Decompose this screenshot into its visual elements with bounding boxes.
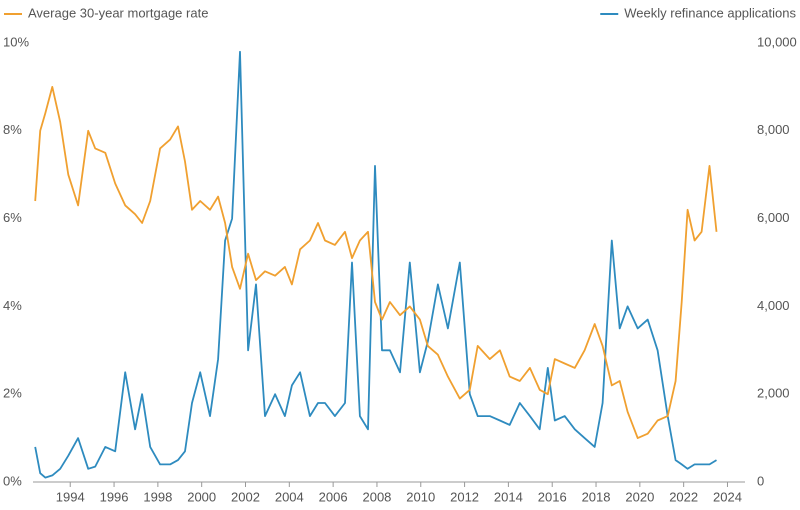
x-tick-label: 2014 bbox=[494, 489, 523, 504]
x-tick-label: 1998 bbox=[143, 489, 172, 504]
series-line bbox=[34, 50, 717, 479]
x-tick-label: 1996 bbox=[100, 489, 129, 504]
x-tick-label: 2016 bbox=[538, 489, 567, 504]
x-tick-label: 2006 bbox=[319, 489, 348, 504]
x-tick-label: 2022 bbox=[669, 489, 698, 504]
legend-label: Weekly refinance applications bbox=[624, 5, 796, 20]
x-tick-label: 2020 bbox=[625, 489, 654, 504]
y-tick-label: 2% bbox=[3, 386, 22, 401]
x-tick-label: 2008 bbox=[362, 489, 391, 504]
y-tick-label: 6% bbox=[3, 210, 22, 225]
y-tick-label: 0% bbox=[3, 473, 22, 488]
y2-tick-label: 8,000 bbox=[757, 122, 790, 137]
y2-tick-label: 2,000 bbox=[757, 386, 790, 401]
x-tick-label: 2002 bbox=[231, 489, 260, 504]
x-tick-label: 2000 bbox=[187, 489, 216, 504]
y2-tick-label: 4,000 bbox=[757, 298, 790, 313]
y2-tick-label: 0 bbox=[757, 473, 764, 488]
x-tick-label: 2004 bbox=[275, 489, 304, 504]
y-tick-label: 8% bbox=[3, 122, 22, 137]
x-tick-label: 2012 bbox=[450, 489, 479, 504]
y2-tick-label: 10,000 bbox=[757, 34, 797, 49]
x-tick-label: 2018 bbox=[582, 489, 611, 504]
y-tick-label: 4% bbox=[3, 298, 22, 313]
x-tick-label: 2010 bbox=[406, 489, 435, 504]
y2-tick-label: 6,000 bbox=[757, 210, 790, 225]
series-line bbox=[34, 86, 718, 439]
x-tick-label: 2024 bbox=[713, 489, 742, 504]
y-tick-label: 10% bbox=[3, 34, 29, 49]
x-tick-label: 1994 bbox=[56, 489, 85, 504]
legend-label: Average 30-year mortgage rate bbox=[28, 5, 208, 20]
